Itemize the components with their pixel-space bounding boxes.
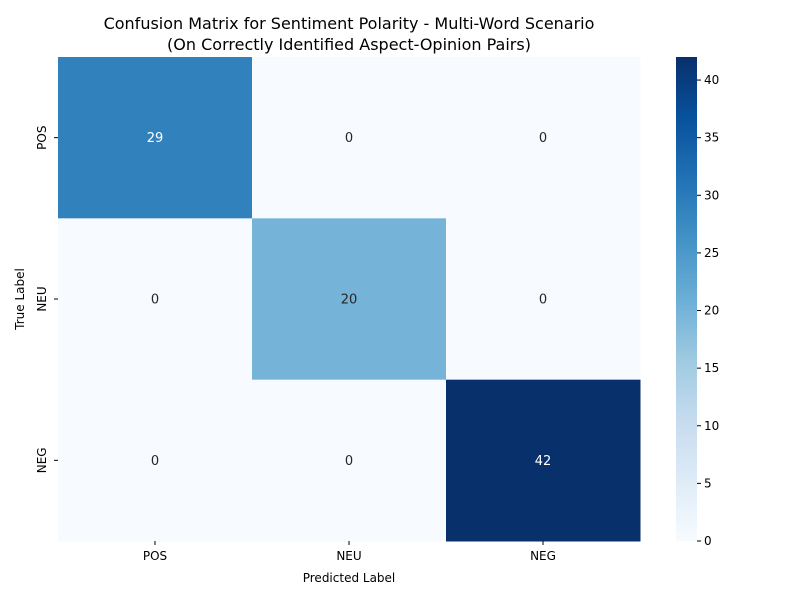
cell-value-label: 0 bbox=[151, 454, 159, 469]
y-axis-label: True Label bbox=[13, 268, 27, 331]
x-axis-ticks: POS NEU NEG bbox=[143, 541, 556, 563]
cell-value-label: 42 bbox=[535, 454, 552, 469]
y-axis-ticks: POS NEU NEG bbox=[35, 126, 58, 473]
cell-value-label: 0 bbox=[539, 293, 547, 308]
y-tick-label: POS bbox=[35, 126, 49, 150]
y-tick-label: NEG bbox=[35, 447, 49, 473]
cell-value-label: 0 bbox=[539, 131, 547, 146]
cell-value-label: 20 bbox=[341, 293, 358, 308]
y-tick-label: NEU bbox=[35, 286, 49, 311]
heatmap-cell bbox=[446, 57, 641, 219]
x-axis-label: Predicted Label bbox=[303, 571, 396, 585]
heatmap-cell bbox=[58, 218, 253, 381]
cell-value-label: 0 bbox=[345, 131, 353, 146]
heatmap-cell bbox=[58, 57, 253, 219]
colorbar-tick-label: 0 bbox=[704, 534, 712, 548]
cell-value-label: 0 bbox=[345, 454, 353, 469]
heatmap-cell bbox=[252, 57, 447, 219]
colorbar-tick-label: 10 bbox=[704, 419, 719, 433]
colorbar-tick-label: 40 bbox=[704, 73, 719, 87]
cell-value-label: 29 bbox=[147, 131, 164, 146]
colorbar-tick-label: 5 bbox=[704, 476, 712, 490]
heatmap-cell bbox=[446, 218, 641, 381]
colorbar-ticks: 0 5 10 15 20 25 30 35 40 bbox=[697, 73, 719, 548]
x-tick-label: NEG bbox=[530, 549, 556, 563]
heatmap-cell bbox=[252, 218, 447, 381]
heatmap-cells: 29 0 0 0 20 0 0 0 42 bbox=[58, 57, 641, 542]
colorbar bbox=[676, 57, 697, 541]
colorbar-tick-label: 35 bbox=[704, 131, 719, 145]
chart-title-line2: (On Correctly Identified Aspect-Opinion … bbox=[167, 35, 531, 54]
chart-title-line1: Confusion Matrix for Sentiment Polarity … bbox=[104, 14, 595, 33]
colorbar-tick-label: 15 bbox=[704, 361, 719, 375]
heatmap-cell bbox=[252, 379, 447, 542]
colorbar-tick-label: 20 bbox=[704, 304, 719, 318]
colorbar-tick-label: 25 bbox=[704, 246, 719, 260]
x-tick-label: POS bbox=[143, 549, 167, 563]
colorbar-tick-label: 30 bbox=[704, 188, 719, 202]
heatmap-cell bbox=[446, 379, 641, 542]
x-tick-label: NEU bbox=[336, 549, 361, 563]
cell-value-label: 0 bbox=[151, 293, 159, 308]
heatmap-cell bbox=[58, 379, 253, 542]
